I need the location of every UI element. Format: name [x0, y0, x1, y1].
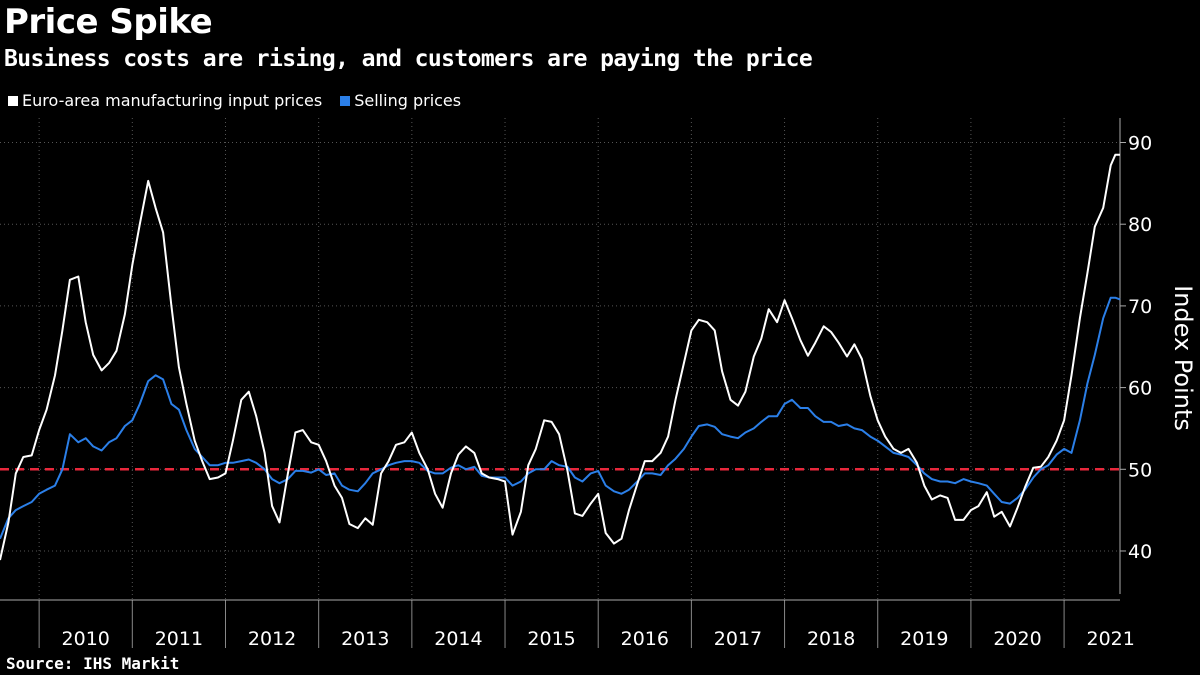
y-tick-label-80: 80	[1128, 214, 1152, 236]
legend-item-selling-prices[interactable]: Selling prices	[340, 91, 461, 110]
x-tick-label-2013: 2013	[341, 628, 389, 650]
x-tick-label-2014: 2014	[434, 628, 482, 650]
source-note: Source: IHS Markit	[6, 654, 180, 673]
x-tick-label-2012: 2012	[248, 628, 296, 650]
y-tick-label-60: 60	[1128, 378, 1152, 400]
x-tick-label-2011: 2011	[155, 628, 203, 650]
x-tick-label-2015: 2015	[527, 628, 575, 650]
x-tick-label-2016: 2016	[621, 628, 669, 650]
series-layer	[0, 153, 1121, 561]
legend-label-selling-prices: Selling prices	[354, 91, 462, 110]
y-axis-label: Index Points	[1169, 285, 1197, 431]
x-tick-label-2010: 2010	[62, 628, 110, 650]
grid-layer	[0, 118, 1120, 600]
series-line-input-prices	[0, 153, 1120, 561]
axis-layer: 40 50 60 70 80 90 2010 2011 2012 2013 2014 2015 2016…	[0, 118, 1152, 650]
x-tick-label-2019: 2019	[900, 628, 948, 650]
y-tick-label-90: 90	[1128, 133, 1152, 155]
chart-subtitle: Business costs are rising, and customers…	[4, 46, 813, 72]
chart-title: Price Spike	[4, 2, 213, 42]
y-tick-label-40: 40	[1128, 541, 1152, 563]
legend: Euro-area manufacturing input prices Sel…	[8, 91, 461, 110]
x-tick-label-2018: 2018	[807, 628, 855, 650]
x-tick-label-2020: 2020	[993, 628, 1041, 650]
legend-swatch-selling-prices	[340, 95, 351, 106]
x-tick-label-2017: 2017	[714, 628, 762, 650]
x-tick-label-2021: 2021	[1087, 628, 1135, 650]
series-line-selling-prices	[0, 296, 1121, 540]
legend-item-input-prices[interactable]: Euro-area manufacturing input prices	[8, 91, 322, 110]
y-tick-label-50: 50	[1128, 459, 1152, 481]
legend-swatch-input-prices	[8, 95, 18, 106]
y-tick-label-70: 70	[1128, 296, 1152, 318]
legend-label-input-prices: Euro-area manufacturing input prices	[22, 91, 323, 110]
